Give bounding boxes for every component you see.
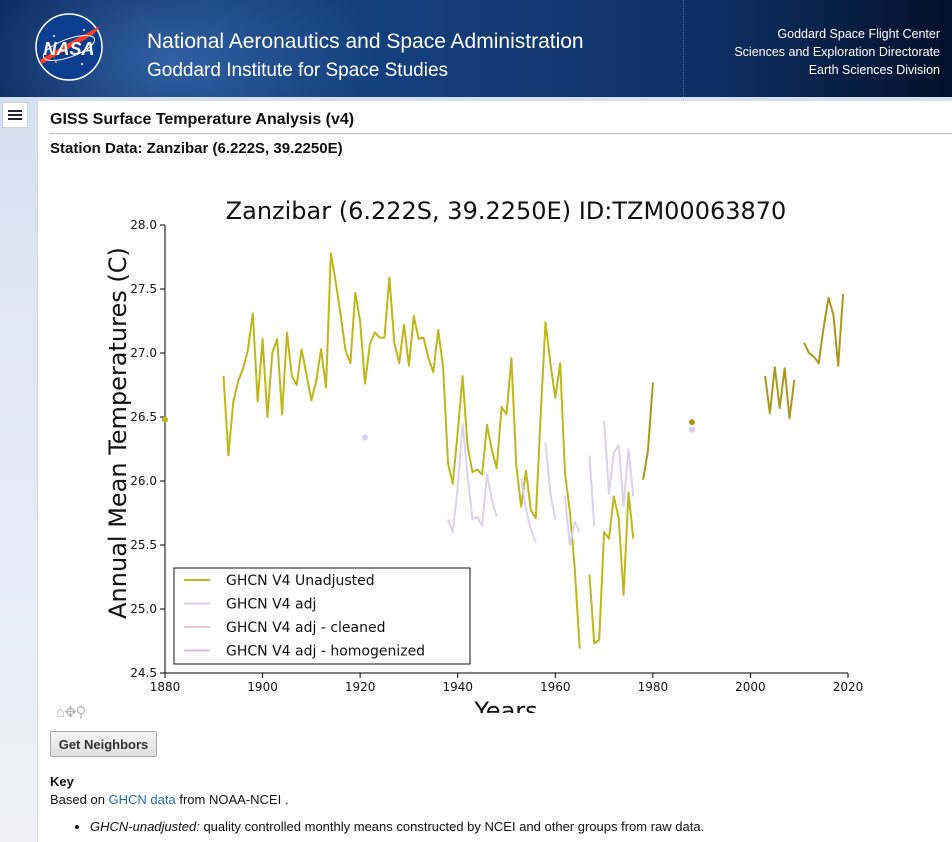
nasa-banner: NASA National Aeronautics and Space Admi… <box>0 0 952 97</box>
agency-line-1[interactable]: National Aeronautics and Space Administr… <box>147 30 584 53</box>
key-heading: Key <box>50 774 74 789</box>
chart-title: Zanzibar (6.222S, 39.2250E) ID:TZM000638… <box>226 197 787 225</box>
y-tick-label: 26.5 <box>130 410 157 424</box>
legend-label: GHCN V4 adj - homogenized <box>226 644 425 660</box>
x-tick-label: 2020 <box>833 680 864 694</box>
legend-label: GHCN V4 adj - cleaned <box>226 620 385 636</box>
home-icon[interactable]: ⌂ <box>56 704 65 721</box>
y-tick-label: 25.5 <box>130 538 157 552</box>
data-point <box>688 426 695 433</box>
chart-legend: GHCN V4 Unadjusted GHCN V4 adj GHCN V4 adj… <box>173 567 471 665</box>
center-line-1[interactable]: Goddard Space Flight Center <box>777 27 940 41</box>
zoom-icon[interactable]: ⚲ <box>75 704 87 721</box>
station-temperature-chart[interactable]: Zanzibar (6.222S, 39.2250E) ID:TZM000638… <box>38 101 952 713</box>
data-point <box>688 419 695 426</box>
key-item-term: GHCN-unadjusted: <box>90 819 200 834</box>
y-tick-label: 28.0 <box>130 218 157 232</box>
series-line <box>520 478 537 543</box>
key-list: GHCN-unadjusted: quality controlled mont… <box>50 819 704 840</box>
hamburger-icon <box>8 110 22 120</box>
legend-label: GHCN V4 adj <box>226 597 316 613</box>
legend-box <box>173 567 471 665</box>
nasa-logo-text: NASA <box>43 39 94 59</box>
data-point <box>362 434 369 441</box>
key-source-suffix: from NOAA-NCEI . <box>175 792 289 807</box>
key-source-prefix: Based on <box>50 792 109 807</box>
y-tick-label: 27.0 <box>130 346 157 360</box>
station-subtitle: Station Data: Zanzibar (6.222S, 39.2250E… <box>50 140 343 157</box>
agency-line-2[interactable]: Goddard Institute for Space Studies <box>147 60 449 81</box>
pan-icon[interactable]: ✥ <box>64 704 77 721</box>
series-line <box>588 491 635 645</box>
ghcn-data-link[interactable]: GHCN data <box>108 792 176 807</box>
main-content: GISS Surface Temperature Analysis (v4) S… <box>37 101 952 842</box>
nasa-logo[interactable]: NASA <box>34 12 104 82</box>
series-line <box>764 366 796 420</box>
page-title: GISS Surface Temperature Analysis (v4) <box>50 111 355 128</box>
menu-button[interactable] <box>2 102 28 128</box>
chart-toolbar: ⌂✥⚲ <box>56 703 87 721</box>
y-axis-label: Annual Mean Temperatures (C) <box>104 247 132 619</box>
key-item-unadjusted: GHCN-unadjusted: quality controlled mont… <box>90 819 704 834</box>
get-neighbors-button[interactable]: Get Neighbors <box>50 731 157 757</box>
chart-series <box>162 252 845 649</box>
x-tick-label: 1900 <box>247 680 278 694</box>
center-line-3[interactable]: Earth Sciences Division <box>808 63 940 77</box>
center-info: Goddard Space Flight Center Sciences and… <box>734 25 940 79</box>
series-line <box>564 496 581 546</box>
y-tick-label: 24.5 <box>130 666 157 680</box>
chart-axes: 1880 1900 1920 1940 1960 1980 2000 2020 24.5 25.0… <box>130 218 863 694</box>
series-line <box>803 294 845 367</box>
y-tick-label: 27.5 <box>130 282 157 296</box>
banner-divider <box>683 0 684 97</box>
agency-name: National Aeronautics and Space Administr… <box>147 27 584 85</box>
x-axis-label: Years <box>473 697 537 713</box>
legend-label: GHCN V4 Unadjusted <box>226 573 375 589</box>
y-tick-label: 25.0 <box>130 602 157 616</box>
x-tick-label: 1920 <box>345 680 376 694</box>
x-tick-label: 1940 <box>442 680 473 694</box>
x-tick-label: 1880 <box>150 680 181 694</box>
series-line <box>447 422 498 534</box>
series-line <box>222 252 581 649</box>
series-line <box>588 455 596 526</box>
key-item-text: quality controlled monthly means constru… <box>199 819 705 834</box>
y-tick-label: 26.0 <box>130 474 157 488</box>
series-line <box>642 382 654 480</box>
key-source-line: Based on GHCN data from NOAA-NCEI . <box>50 792 288 807</box>
x-tick-label: 1960 <box>540 680 571 694</box>
x-tick-label: 2000 <box>735 680 766 694</box>
data-point <box>162 416 168 423</box>
center-line-2[interactable]: Sciences and Exploration Directorate <box>734 45 940 59</box>
series-line <box>603 420 635 508</box>
series-line <box>544 442 557 520</box>
x-tick-label: 1980 <box>638 680 669 694</box>
title-divider <box>50 133 952 134</box>
